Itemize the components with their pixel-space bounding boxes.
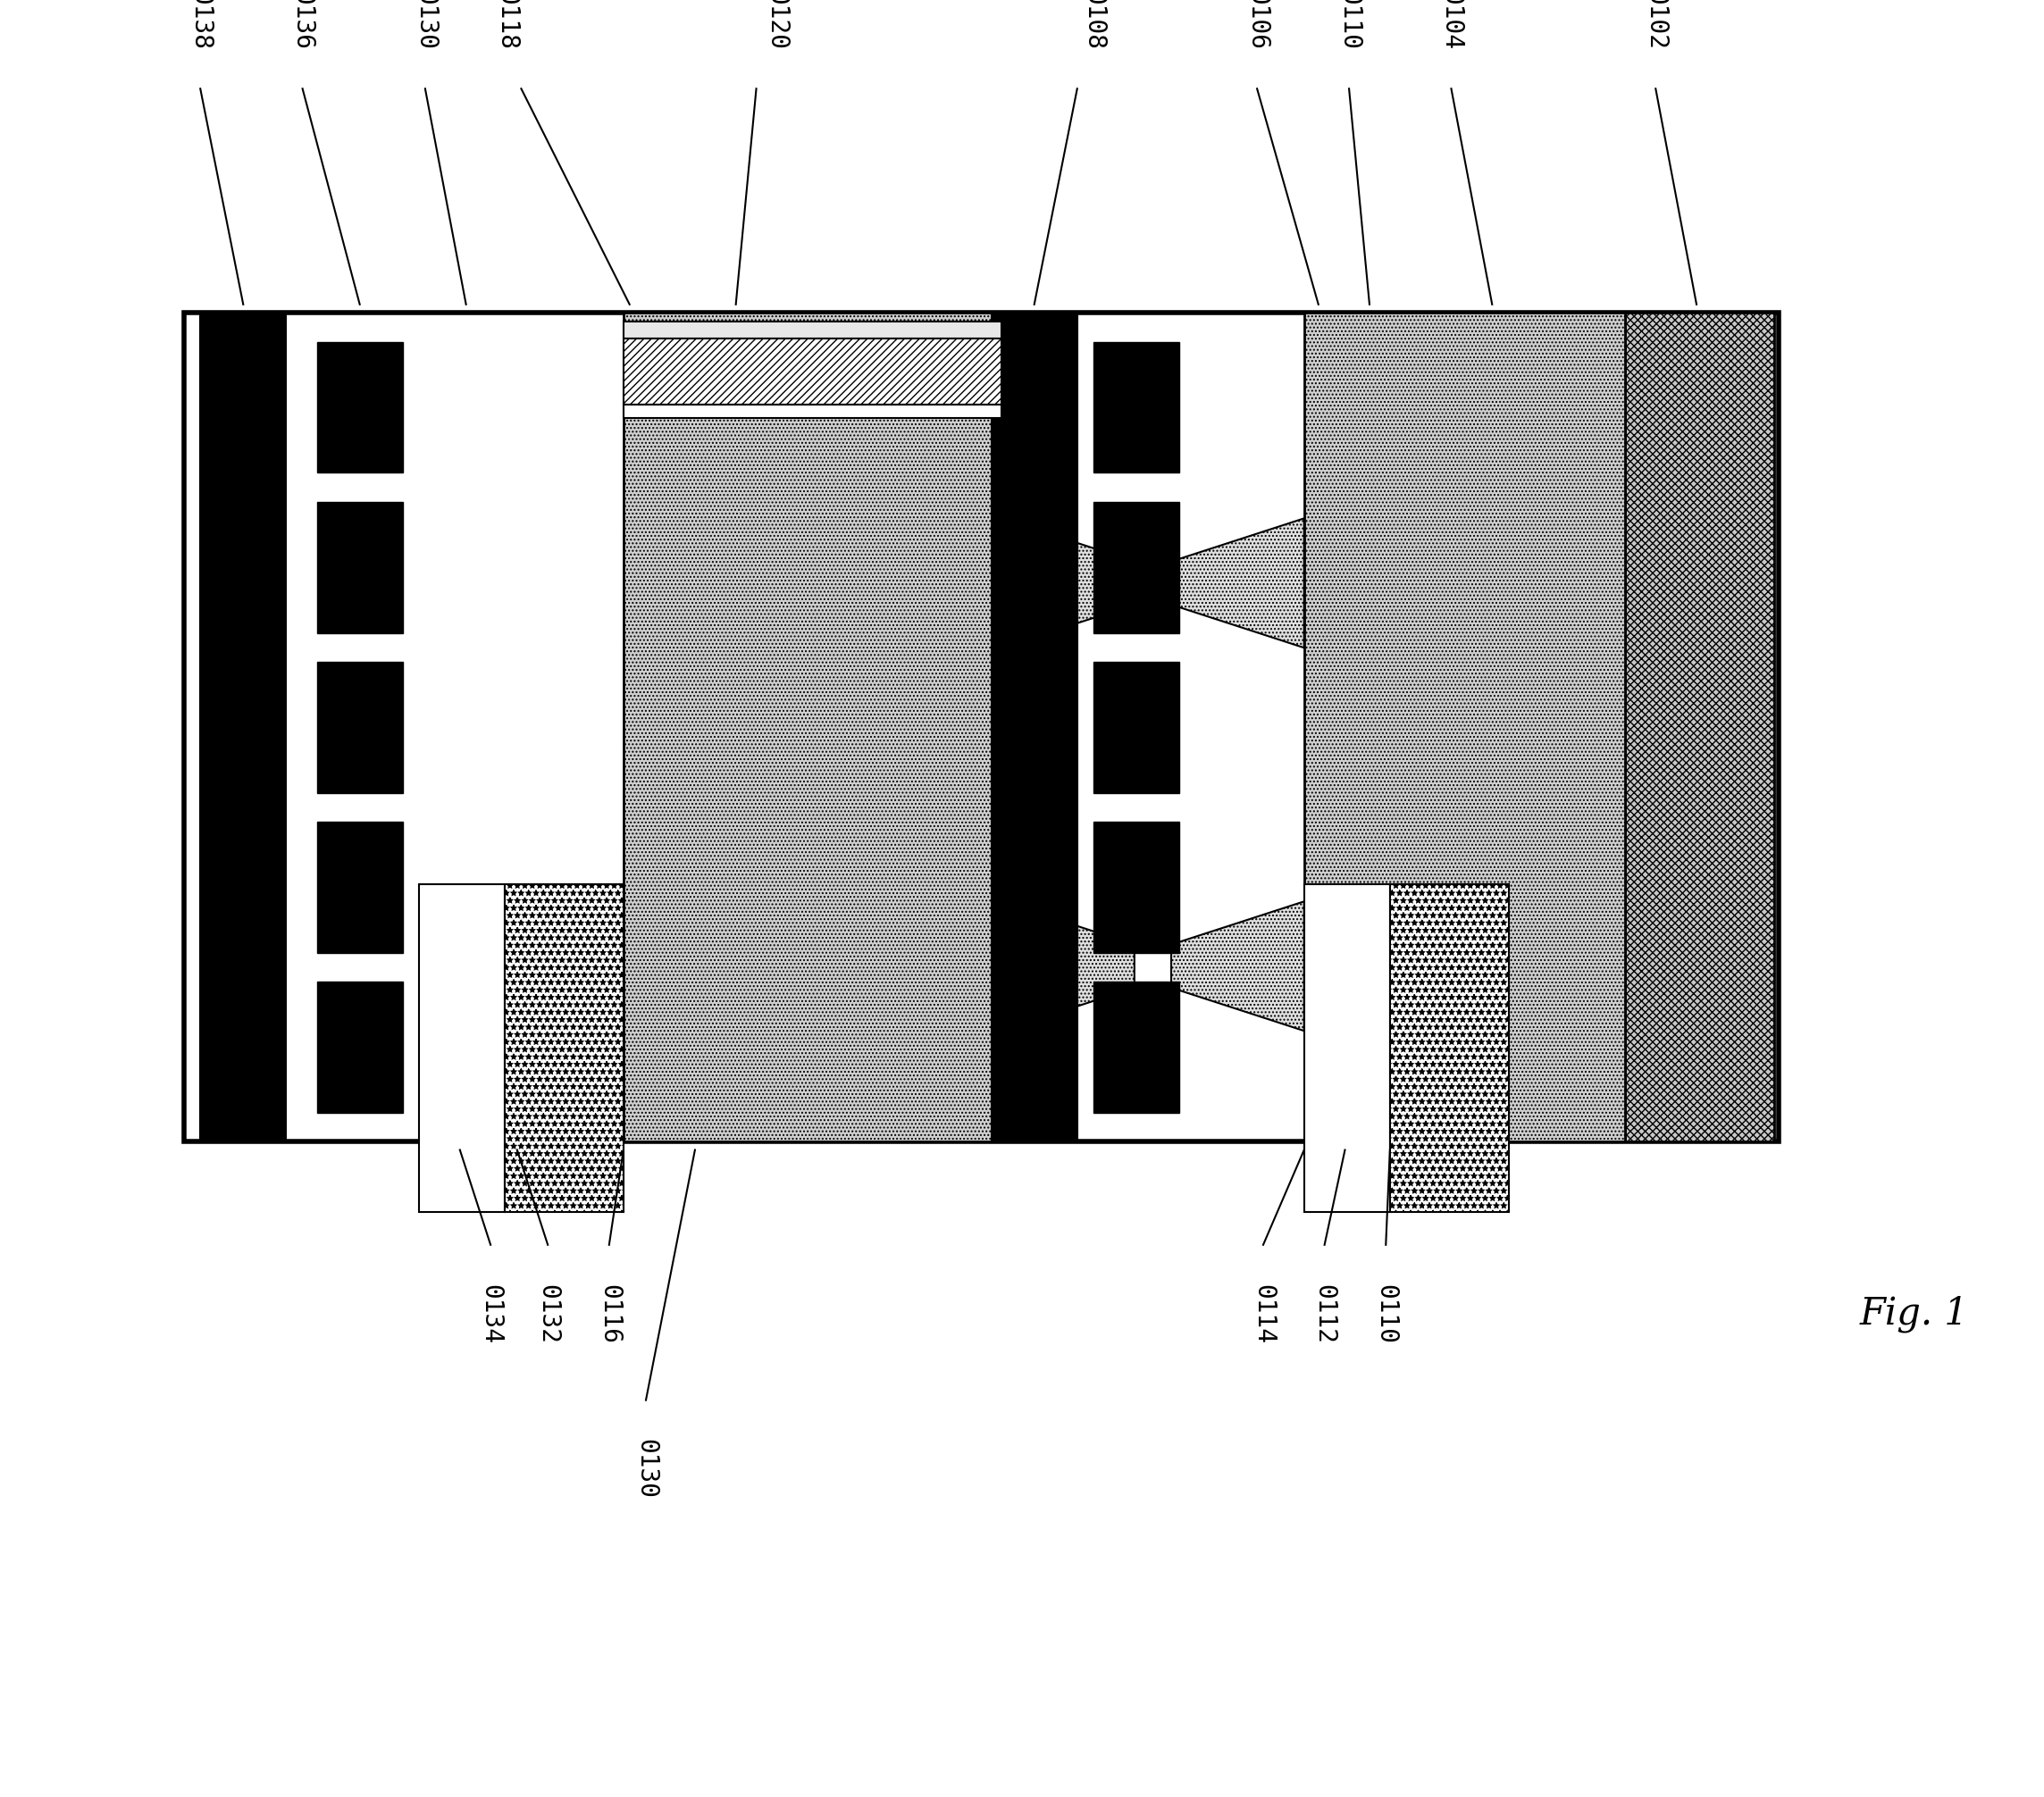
Text: 0118: 0118 bbox=[495, 0, 519, 50]
Bar bbox=[1094, 981, 1179, 1112]
Bar bbox=[317, 661, 403, 792]
Bar bbox=[1094, 661, 1179, 792]
Bar bbox=[623, 313, 1002, 1141]
Text: 0120: 0120 bbox=[764, 0, 789, 50]
Bar bbox=[991, 313, 1077, 1141]
Text: 0102: 0102 bbox=[1643, 0, 1668, 50]
Bar bbox=[317, 821, 403, 952]
Polygon shape bbox=[1002, 902, 1134, 1031]
Bar bbox=[1304, 884, 1390, 1211]
Polygon shape bbox=[1002, 518, 1134, 647]
Bar bbox=[1094, 821, 1179, 952]
Text: 0130: 0130 bbox=[634, 1439, 658, 1499]
Text: 0106: 0106 bbox=[1245, 0, 1269, 50]
Text: 0108: 0108 bbox=[1081, 0, 1106, 50]
Bar bbox=[419, 884, 505, 1211]
Text: 0104: 0104 bbox=[1439, 0, 1464, 50]
Text: 0134: 0134 bbox=[478, 1283, 503, 1344]
Bar bbox=[317, 981, 403, 1112]
Bar bbox=[184, 313, 1778, 1141]
Text: 0130: 0130 bbox=[413, 0, 437, 50]
Polygon shape bbox=[1171, 902, 1304, 1031]
Bar bbox=[1304, 313, 1625, 1141]
Bar bbox=[1094, 341, 1179, 473]
Bar bbox=[623, 340, 1002, 404]
Text: 0132: 0132 bbox=[536, 1283, 560, 1344]
Bar bbox=[1390, 884, 1508, 1211]
Text: Fig. 1: Fig. 1 bbox=[1860, 1296, 1968, 1333]
Text: 0138: 0138 bbox=[188, 0, 213, 50]
Bar bbox=[1094, 501, 1179, 633]
Text: 0136: 0136 bbox=[290, 0, 315, 50]
Bar bbox=[317, 341, 403, 473]
Text: 0110: 0110 bbox=[1337, 0, 1361, 50]
Text: 0116: 0116 bbox=[597, 1283, 621, 1344]
Bar bbox=[200, 313, 286, 1141]
Text: 0114: 0114 bbox=[1251, 1283, 1275, 1344]
Text: 0112: 0112 bbox=[1312, 1283, 1337, 1344]
Bar bbox=[317, 501, 403, 633]
Bar bbox=[505, 884, 623, 1211]
Text: 0110: 0110 bbox=[1374, 1283, 1398, 1344]
Bar bbox=[623, 322, 1002, 340]
Polygon shape bbox=[1171, 518, 1304, 647]
Bar bbox=[623, 404, 1002, 419]
Bar bbox=[1625, 313, 1774, 1141]
